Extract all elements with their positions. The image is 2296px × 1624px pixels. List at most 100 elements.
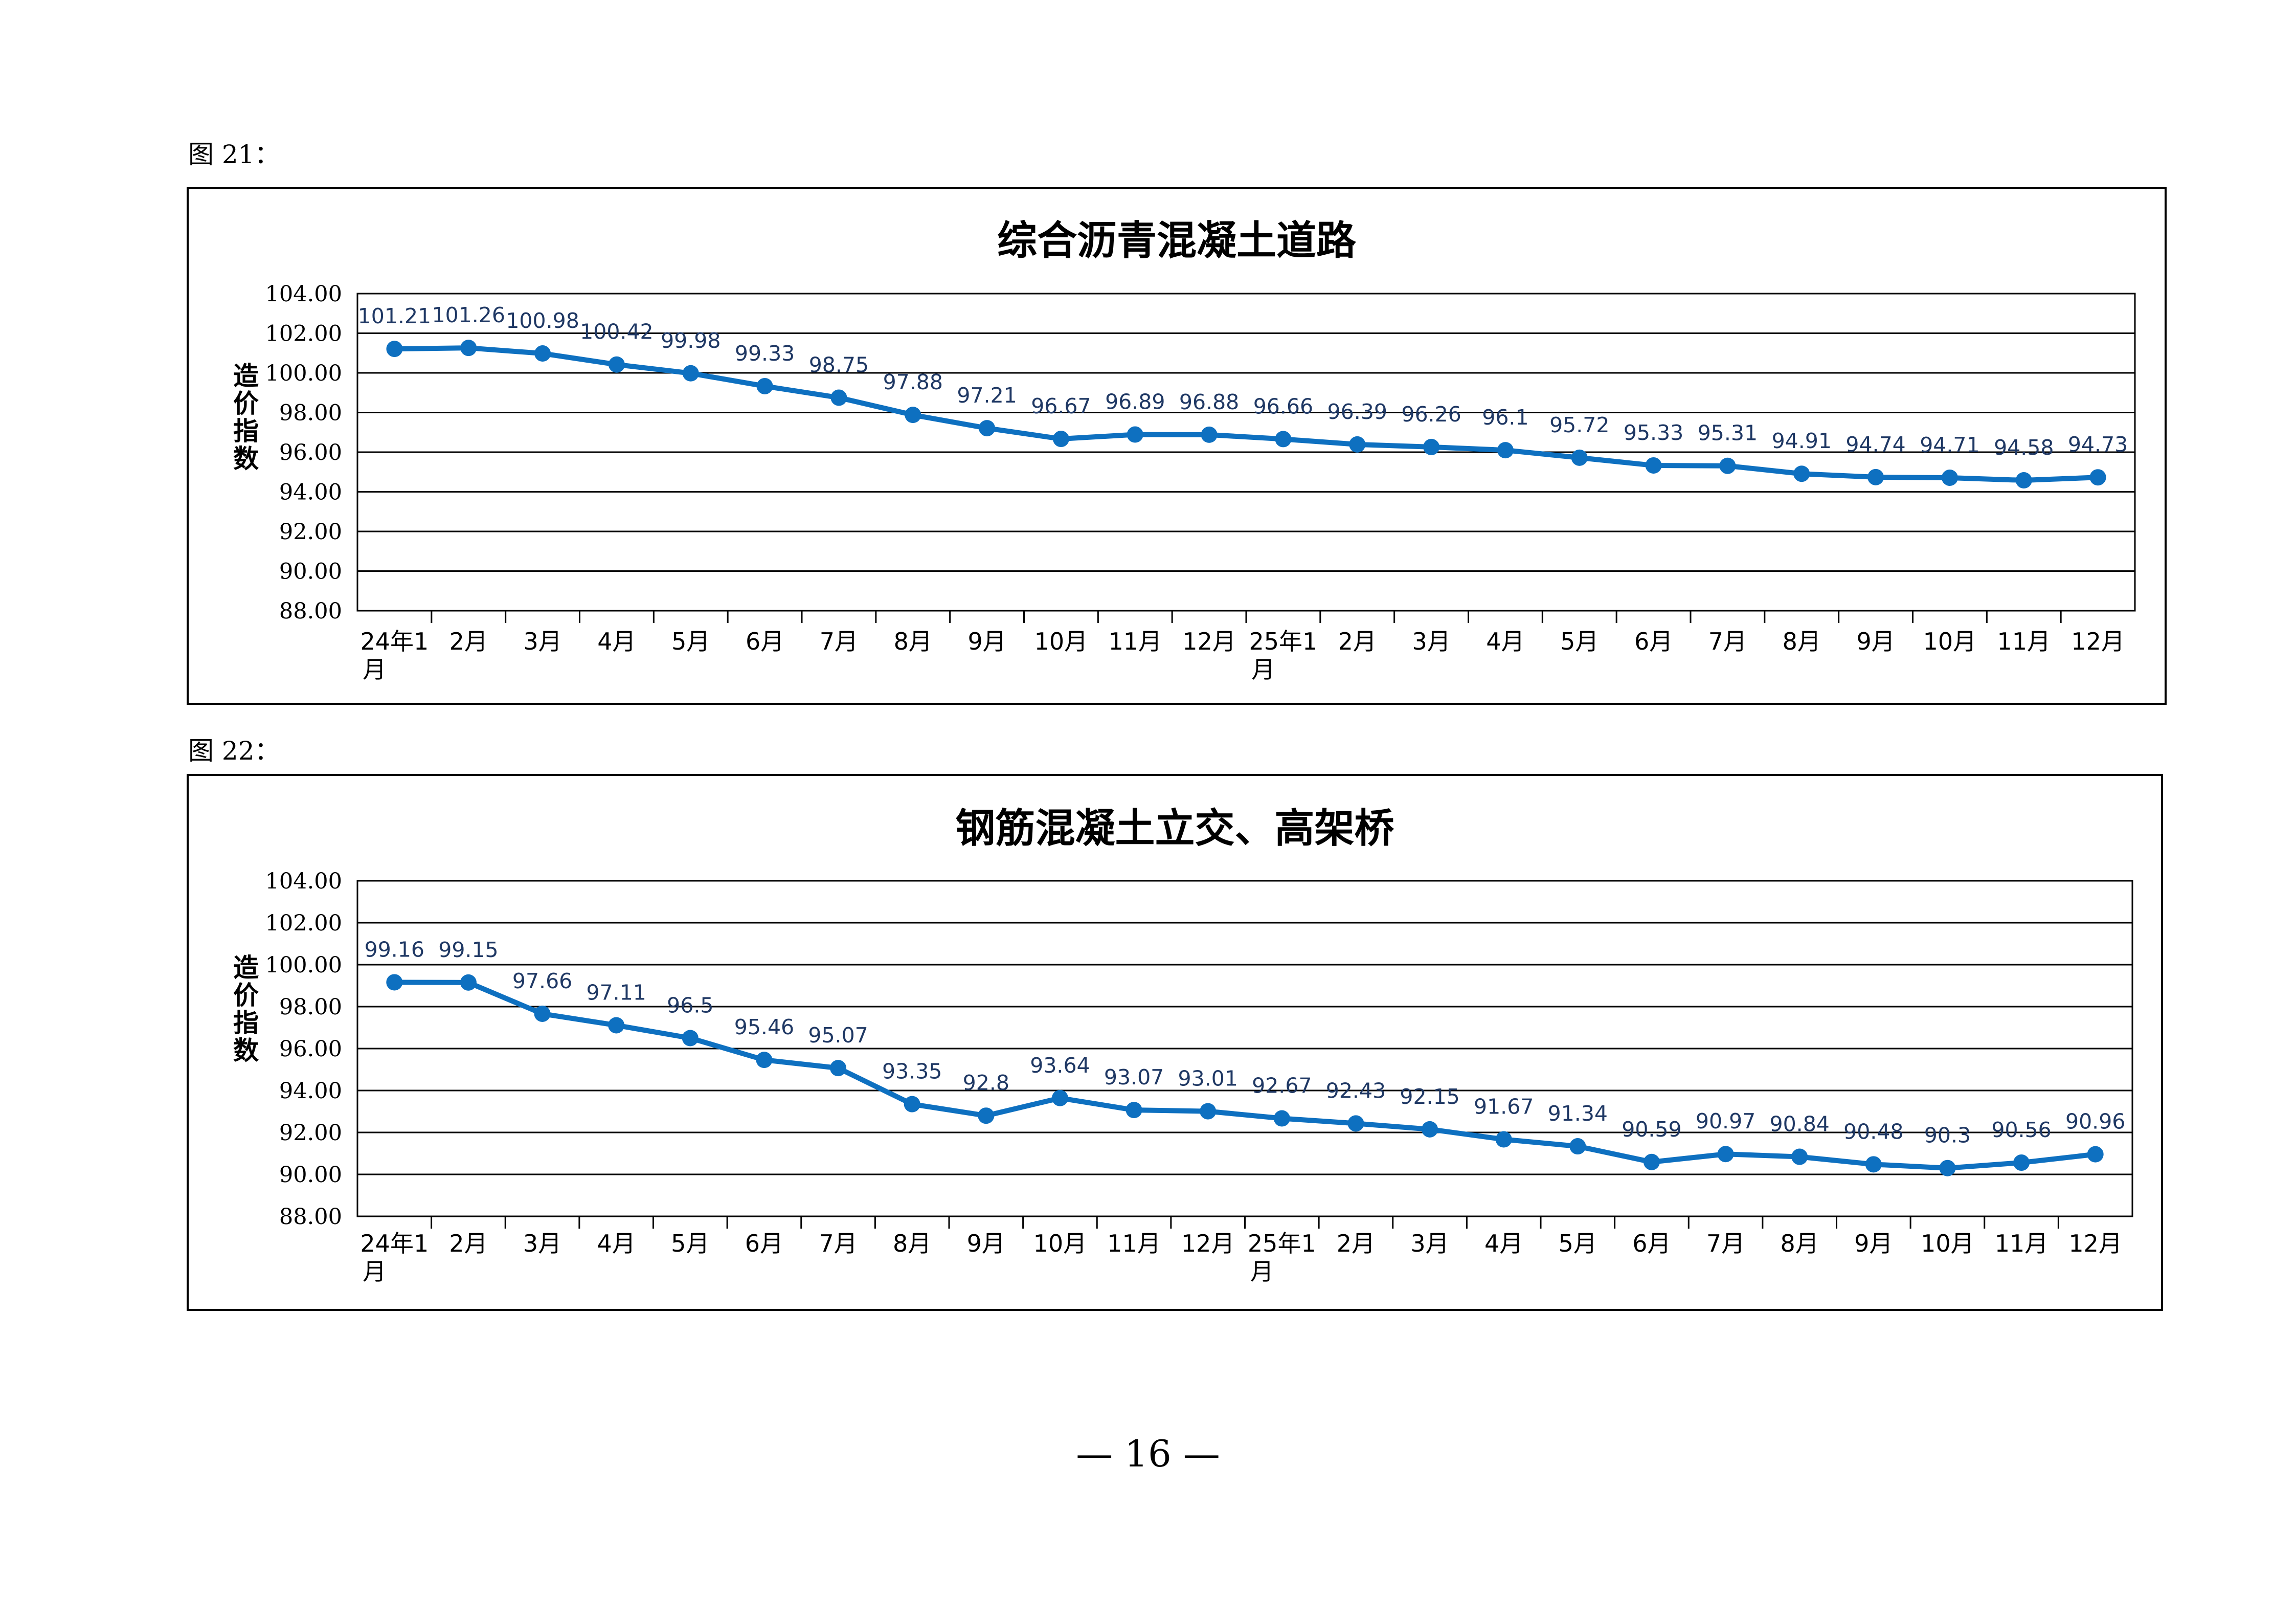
- data-label: 93.64: [1030, 1053, 1090, 1078]
- data-label: 101.26: [432, 303, 505, 327]
- y-tick-label: 92.00: [279, 519, 342, 545]
- data-label: 95.31: [1698, 421, 1758, 446]
- x-tick-label: 6月: [1632, 1230, 1671, 1257]
- data-point: [979, 420, 996, 437]
- data-label: 90.96: [2065, 1109, 2125, 1134]
- data-label: 100.42: [580, 320, 653, 344]
- data-label: 96.26: [1401, 402, 1461, 427]
- x-tick-label: 4月: [1486, 628, 1524, 655]
- page-number: — 16 —: [1076, 1432, 1220, 1475]
- data-point: [682, 1030, 699, 1047]
- data-label: 95.07: [808, 1023, 868, 1048]
- data-label: 94.91: [1772, 429, 1832, 453]
- data-point: [1127, 426, 1143, 443]
- x-tick-label: 8月: [1781, 1230, 1819, 1257]
- data-label: 97.21: [957, 383, 1017, 408]
- x-tick-label: 5月: [1560, 628, 1599, 655]
- x-tick-label: 25年1: [1248, 1230, 1316, 1257]
- data-point: [1052, 431, 1069, 448]
- y-axis-title-char: 价: [233, 981, 259, 1010]
- y-tick-label: 88.00: [279, 1204, 342, 1230]
- data-label: 99.33: [735, 341, 795, 366]
- data-label: 96.1: [1482, 405, 1528, 430]
- data-point: [1717, 1146, 1734, 1163]
- data-label: 95.72: [1549, 413, 1609, 437]
- data-label: 96.89: [1105, 390, 1165, 414]
- figure-22-label: 图 22：: [188, 736, 280, 766]
- x-tick-label: 8月: [894, 628, 932, 655]
- data-label: 98.75: [809, 352, 869, 377]
- y-tick-label: 96.00: [279, 1036, 342, 1062]
- x-tick-label: 12月: [1182, 628, 1236, 655]
- data-label: 95.46: [734, 1015, 794, 1039]
- data-point: [534, 345, 551, 362]
- data-point: [1865, 1156, 1882, 1173]
- data-point: [1867, 469, 1884, 485]
- data-label: 90.84: [1770, 1112, 1830, 1137]
- y-axis-title-char: 指: [233, 1008, 259, 1038]
- chart-21-title: 综合沥青混凝土道路: [997, 217, 1356, 264]
- data-point: [460, 340, 477, 357]
- data-label: 93.07: [1104, 1065, 1164, 1089]
- x-tick-label: 3月: [523, 1230, 561, 1257]
- x-tick-label: 9月: [967, 1230, 1005, 1257]
- x-tick-label: 2月: [1337, 1230, 1375, 1257]
- data-point: [1347, 1115, 1364, 1132]
- data-label: 91.34: [1548, 1101, 1608, 1126]
- x-tick-label-wrap: 月: [1251, 656, 1275, 683]
- data-point: [830, 389, 847, 406]
- y-tick-label: 104.00: [265, 281, 342, 307]
- x-tick-label: 7月: [820, 628, 858, 655]
- data-label: 94.74: [1845, 432, 1905, 457]
- y-tick-label: 96.00: [279, 440, 342, 465]
- x-tick-label: 11月: [1108, 628, 1162, 655]
- data-point: [608, 356, 625, 373]
- data-label: 96.39: [1327, 399, 1387, 424]
- y-tick-label: 94.00: [279, 480, 342, 505]
- data-label: 91.67: [1474, 1095, 1534, 1119]
- chart-21-frame: 综合沥青混凝土道路 88.00 90.00 92.00 94.00 96.00 98.00…: [187, 187, 2167, 705]
- data-label: 96.67: [1031, 394, 1091, 418]
- chart-22-title: 钢筋混凝土立交、高架桥: [955, 805, 1394, 852]
- x-tick-label: 4月: [1484, 1230, 1523, 1257]
- y-tick-label: 90.00: [279, 559, 342, 585]
- data-point: [2015, 472, 2032, 489]
- y-axis-title-char: 数: [233, 444, 259, 474]
- x-tick-label: 7月: [1708, 628, 1747, 655]
- data-label: 92.15: [1400, 1084, 1459, 1109]
- x-tick-label: 11月: [1995, 1230, 2049, 1257]
- data-label: 95.33: [1624, 420, 1683, 445]
- data-label: 90.48: [1843, 1119, 1903, 1144]
- x-tick-label: 2月: [1338, 628, 1377, 655]
- data-point: [830, 1060, 847, 1077]
- data-point: [1423, 438, 1440, 455]
- data-point: [460, 974, 477, 991]
- y-tick-label: 100.00: [265, 361, 342, 386]
- y-tick-label: 94.00: [279, 1078, 342, 1104]
- chart-21-plot: 88.00 90.00 92.00 94.00 96.00 98.00 100.00 102.…: [233, 281, 2136, 683]
- x-tick-label-wrap: 月: [1250, 1258, 1274, 1285]
- data-label: 96.5: [667, 993, 713, 1018]
- data-point: [1275, 431, 1292, 448]
- y-tick-label: 92.00: [279, 1120, 342, 1146]
- data-point: [2013, 1154, 2030, 1171]
- data-label: 93.35: [882, 1059, 942, 1084]
- data-point: [2089, 469, 2106, 486]
- x-tick-label: 4月: [597, 1230, 636, 1257]
- data-point: [1941, 469, 1958, 486]
- x-tick-label: 5月: [671, 628, 710, 655]
- x-tick-label: 9月: [967, 628, 1006, 655]
- data-label: 99.15: [438, 938, 498, 962]
- data-point: [904, 1096, 920, 1113]
- data-label: 99.98: [661, 328, 721, 353]
- y-tick-label: 104.00: [265, 869, 342, 894]
- x-tick-label: 6月: [745, 1230, 783, 1257]
- data-point: [1793, 465, 1810, 482]
- data-point: [1495, 1131, 1512, 1148]
- data-point: [1126, 1102, 1142, 1119]
- x-tick-label: 2月: [449, 1230, 487, 1257]
- y-tick-label: 102.00: [265, 321, 342, 347]
- data-point: [682, 365, 699, 382]
- series-line: [394, 980, 2096, 1171]
- data-label: 97.11: [587, 980, 646, 1005]
